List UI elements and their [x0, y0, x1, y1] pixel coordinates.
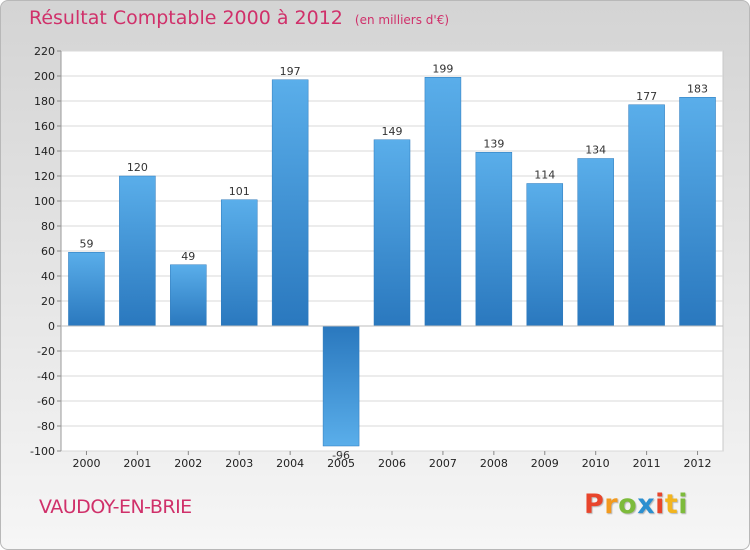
city-name: VAUDOY-EN-BRIE: [39, 496, 192, 518]
logo-letter-1: r: [604, 489, 619, 520]
logo-letter-3: x: [637, 489, 656, 520]
logo-letter-4: i: [655, 489, 665, 520]
bar-2008: [475, 152, 513, 327]
value-label-2001: 120: [127, 161, 148, 174]
y-tick-label--20: -20: [37, 345, 55, 358]
y-tick-label-20: 20: [41, 295, 55, 308]
logo-letter-0: P: [584, 489, 605, 520]
bar-2011: [628, 104, 665, 327]
y-tick-label-100: 100: [34, 195, 55, 208]
value-label-2004: 197: [280, 65, 301, 78]
x-tick-label-2001: 2001: [123, 457, 151, 470]
bar-2010: [577, 158, 614, 327]
bar-2005: [322, 325, 360, 447]
x-tick-label-2012: 2012: [684, 457, 712, 470]
y-tick-label-60: 60: [41, 245, 55, 258]
value-label-2011: 177: [636, 90, 657, 103]
y-tick-label-160: 160: [34, 120, 55, 133]
logo-letter-6: i: [678, 489, 689, 520]
value-label-2010: 134: [585, 144, 606, 157]
x-tick-label-2009: 2009: [531, 457, 559, 470]
y-tick-label-120: 120: [34, 170, 55, 183]
value-label-2000: 59: [79, 237, 93, 250]
x-tick-label-2010: 2010: [582, 457, 610, 470]
x-tick-label-2003: 2003: [225, 457, 253, 470]
y-tick-label--80: -80: [37, 420, 55, 433]
chart-subtitle: (en milliers d'€): [354, 13, 450, 27]
value-label-2008: 139: [483, 137, 504, 150]
logo-letter-5: t: [664, 489, 679, 520]
bar-2000: [68, 252, 105, 327]
y-tick-label-0: 0: [48, 320, 55, 333]
chart-title: Résultat Comptable 2000 à 2012 (en millie…: [29, 7, 449, 29]
x-tick-label-2006: 2006: [378, 457, 406, 470]
x-tick-label-2002: 2002: [174, 457, 202, 470]
x-tick-label-2000: 2000: [72, 457, 100, 470]
value-label-2006: 149: [382, 125, 403, 138]
y-tick-label-80: 80: [41, 220, 55, 233]
logo-letter-2: o: [618, 489, 638, 520]
bar-2004: [271, 79, 309, 327]
bar-2009: [526, 183, 564, 327]
x-tick-label-2005: 2005: [327, 457, 355, 470]
value-label-2007: 199: [432, 62, 453, 75]
y-tick-label--40: -40: [37, 370, 55, 383]
value-label-2009: 114: [534, 169, 555, 182]
value-label-2005: -96: [332, 449, 350, 462]
y-tick-label--100: -100: [30, 445, 55, 458]
chart-title-text: Résultat Comptable 2000 à 2012: [29, 7, 343, 29]
x-tick-label-2004: 2004: [276, 457, 304, 470]
proxiti-logo: Proxiti: [584, 489, 688, 520]
x-tick-label-2007: 2007: [429, 457, 457, 470]
y-tick-label-220: 220: [34, 45, 55, 58]
bar-2002: [170, 264, 207, 327]
bar-2001: [119, 175, 156, 327]
y-tick-label--60: -60: [37, 395, 55, 408]
value-label-2003: 101: [229, 185, 250, 198]
y-tick-label-40: 40: [41, 270, 55, 283]
bar-2012: [679, 97, 716, 327]
bar-2006: [373, 139, 411, 327]
y-tick-label-200: 200: [34, 70, 55, 83]
value-label-2012: 183: [687, 82, 708, 95]
x-tick-label-2008: 2008: [480, 457, 508, 470]
bar-2003: [220, 199, 258, 327]
y-tick-label-180: 180: [34, 95, 55, 108]
x-tick-label-2011: 2011: [633, 457, 661, 470]
bar-2007: [424, 77, 462, 327]
value-label-2002: 49: [181, 250, 195, 263]
y-tick-label-140: 140: [34, 145, 55, 158]
